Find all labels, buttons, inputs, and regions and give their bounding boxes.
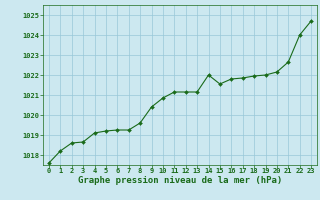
X-axis label: Graphe pression niveau de la mer (hPa): Graphe pression niveau de la mer (hPa) bbox=[78, 176, 282, 185]
